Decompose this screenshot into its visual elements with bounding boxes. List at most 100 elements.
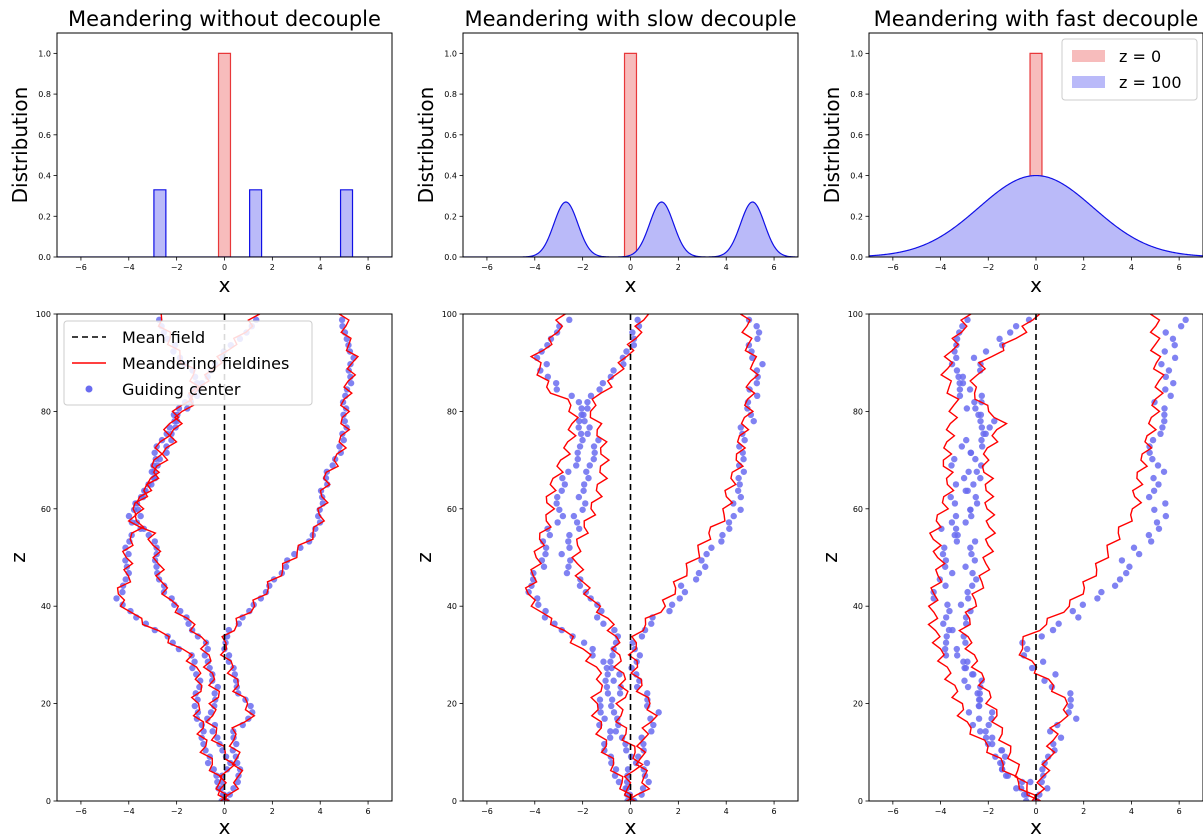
guiding-center-point	[119, 589, 125, 595]
guiding-center-point	[986, 722, 992, 728]
guiding-center-point	[560, 513, 566, 519]
guiding-center-point	[1068, 697, 1074, 703]
guiding-center-point	[1119, 557, 1125, 563]
guiding-center-point	[192, 703, 198, 709]
x-tick-label: 4	[724, 263, 729, 272]
guiding-center-point	[591, 443, 597, 449]
guiding-center-point	[587, 462, 593, 468]
guiding-center-point	[1058, 734, 1064, 740]
guiding-center-point	[565, 538, 571, 544]
guiding-center-point	[535, 602, 541, 608]
guiding-center-point	[1163, 329, 1169, 335]
guiding-center-point	[611, 627, 617, 633]
guiding-center-point	[976, 697, 982, 703]
guiding-center-point	[976, 715, 982, 721]
y-tick-label: 0.2	[444, 212, 457, 221]
x-tick-label: −4	[123, 807, 135, 816]
x-tick-label: 2	[270, 807, 275, 816]
guiding-center-point	[623, 747, 629, 753]
x-tick-label: 0	[1033, 263, 1038, 272]
guiding-center-point	[645, 779, 651, 785]
guiding-center-point	[968, 450, 974, 456]
guiding-center-point	[1029, 665, 1035, 671]
guiding-center-point	[623, 348, 629, 354]
guiding-center-point	[591, 456, 597, 462]
guiding-center-point	[564, 570, 570, 576]
guiding-center-point	[1027, 779, 1033, 785]
y-tick-label: 0	[46, 797, 51, 806]
guiding-center-point	[963, 437, 969, 443]
guiding-center-point	[669, 602, 675, 608]
guiding-center-point	[989, 741, 995, 747]
guiding-center-point	[982, 728, 988, 734]
guiding-center-point	[735, 475, 741, 481]
y-tick-label: 20	[447, 700, 457, 709]
y-tick-label: 20	[853, 700, 863, 709]
guiding-center-point	[566, 545, 572, 551]
guiding-center-point	[544, 361, 550, 367]
guiding-center-point	[996, 336, 1002, 342]
guiding-center-point	[137, 513, 143, 519]
y-tick-label: 0	[452, 797, 457, 806]
guiding-center-point	[581, 640, 587, 646]
guiding-center-point	[940, 551, 946, 557]
guiding-center-point	[547, 532, 553, 538]
guiding-center-point	[965, 595, 971, 601]
x-tick-label: −2	[171, 263, 183, 272]
guiding-center-point	[956, 380, 962, 386]
z100-distribution-bar	[250, 190, 262, 257]
guiding-center-point	[952, 532, 958, 538]
y-tick-label: 0.0	[850, 253, 863, 262]
guiding-center-point	[977, 475, 983, 481]
x-tick-label: −4	[123, 263, 135, 272]
x-tick-label: 6	[366, 807, 371, 816]
guiding-center-point	[979, 443, 985, 449]
guiding-center-point	[565, 564, 571, 570]
guiding-center-point	[740, 456, 746, 462]
y-tick-label: 80	[447, 407, 457, 416]
guiding-center-point	[581, 418, 587, 424]
guiding-center-point	[634, 684, 640, 690]
guiding-center-point	[605, 671, 611, 677]
guiding-center-point	[966, 709, 972, 715]
guiding-center-point	[602, 678, 608, 684]
guiding-center-point	[946, 608, 952, 614]
guiding-center-point	[703, 551, 709, 557]
guiding-center-point	[974, 500, 980, 506]
legend-guiding-center-marker	[86, 386, 93, 393]
y-tick-label: 0.0	[444, 253, 457, 262]
y-tick-label: 0.0	[38, 253, 51, 262]
distribution-plot	[463, 53, 798, 257]
guiding-center-point	[553, 380, 559, 386]
guiding-center-point	[972, 538, 978, 544]
y-tick-label: 0.8	[444, 90, 457, 99]
guiding-center-point	[1080, 602, 1086, 608]
guiding-center-point	[754, 336, 760, 342]
x-tick-label: 2	[270, 263, 275, 272]
x-tick-label: 4	[724, 807, 729, 816]
guiding-center-point	[951, 348, 957, 354]
guiding-center-point	[962, 640, 968, 646]
guiding-center-point	[613, 728, 619, 734]
x-tick-label: −6	[75, 263, 87, 272]
guiding-center-point	[954, 652, 960, 658]
guiding-center-point	[953, 481, 959, 487]
guiding-center-point	[579, 507, 585, 513]
guiding-center-point	[702, 564, 708, 570]
guiding-center-point	[1163, 513, 1169, 519]
guiding-center-point	[580, 488, 586, 494]
guiding-center-point	[586, 424, 592, 430]
y-tick-label: 100	[442, 310, 457, 319]
guiding-center-point	[1166, 367, 1172, 373]
legend-label-fieldlines: Meandering fieldines	[122, 354, 289, 373]
y-axis-label: Distribution	[8, 87, 32, 204]
guiding-center-point	[751, 418, 757, 424]
y-tick-label: 0.6	[444, 131, 457, 140]
guiding-center-point	[944, 633, 950, 639]
guiding-center-point	[1123, 570, 1129, 576]
guiding-center-point	[226, 652, 232, 658]
guiding-center-point	[968, 513, 974, 519]
y-tick-label: 0.2	[850, 212, 863, 221]
guiding-center-point	[576, 399, 582, 405]
